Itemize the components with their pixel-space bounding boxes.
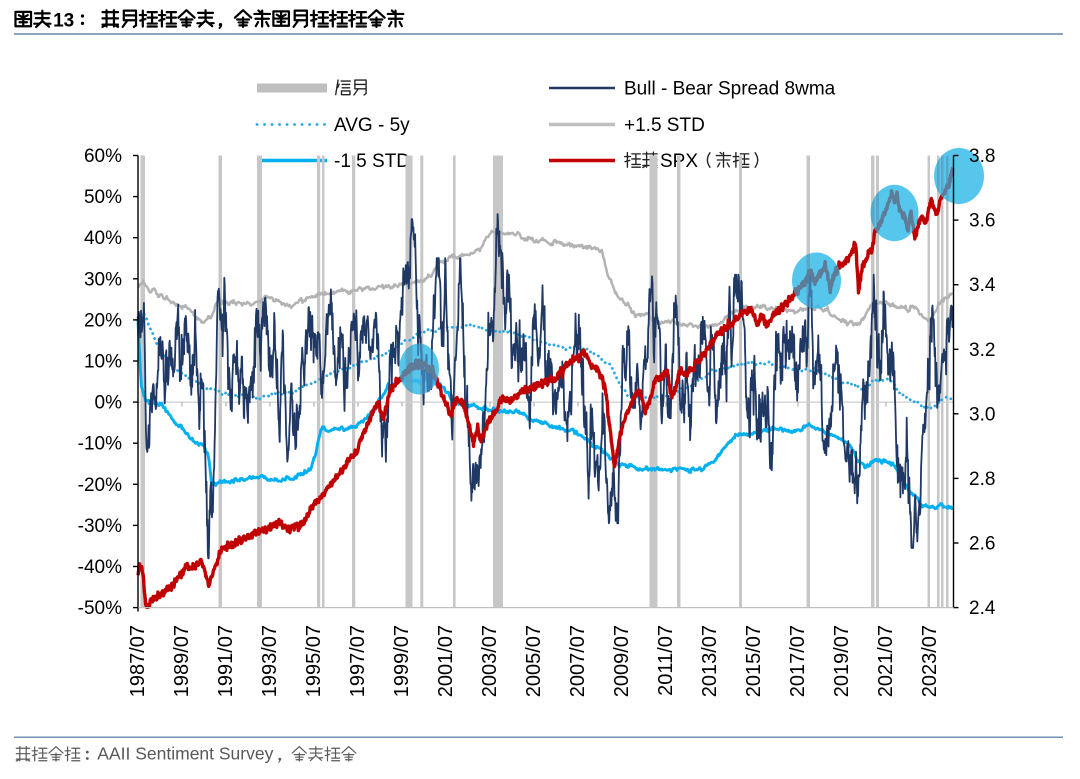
svg-text:2005/07: 2005/07 — [523, 625, 545, 697]
svg-text:Bull - Bear Spread 8wma: Bull - Bear Spread 8wma — [624, 79, 836, 100]
svg-text:1999/07: 1999/07 — [391, 625, 413, 697]
svg-text:1993/07: 1993/07 — [259, 625, 281, 697]
svg-text:2015/07: 2015/07 — [743, 625, 765, 697]
svg-text:2017/07: 2017/07 — [787, 625, 809, 697]
svg-text:+1.5 STD: +1.5 STD — [624, 115, 705, 136]
svg-text:1997/07: 1997/07 — [347, 625, 369, 697]
svg-text:3.0: 3.0 — [969, 404, 995, 425]
svg-text:2.8: 2.8 — [969, 469, 995, 490]
svg-text:-20%: -20% — [78, 475, 122, 496]
svg-text:2021/07: 2021/07 — [875, 625, 897, 697]
svg-text:3.6: 3.6 — [969, 211, 995, 232]
svg-text:2013/07: 2013/07 — [699, 625, 721, 697]
svg-text:3.2: 3.2 — [969, 340, 995, 361]
svg-text:AVG - 5y: AVG - 5y — [334, 115, 410, 136]
svg-text:40%: 40% — [84, 228, 122, 249]
svg-text:-10%: -10% — [78, 434, 122, 455]
svg-text:3.4: 3.4 — [969, 275, 996, 296]
svg-text:60%: 60% — [84, 146, 122, 167]
svg-text:AAII Sentiment Survey: AAII Sentiment Survey — [97, 744, 273, 764]
svg-text:-50%: -50% — [78, 598, 122, 619]
svg-text:-40%: -40% — [78, 557, 122, 578]
svg-text:50%: 50% — [84, 187, 122, 208]
svg-text:2.6: 2.6 — [969, 534, 995, 555]
svg-text:-30%: -30% — [78, 516, 122, 537]
svg-text:1991/07: 1991/07 — [215, 625, 237, 697]
svg-text:30%: 30% — [84, 269, 122, 290]
svg-text:20%: 20% — [84, 310, 122, 331]
svg-text:2019/07: 2019/07 — [831, 625, 853, 697]
svg-text:1995/07: 1995/07 — [303, 625, 325, 697]
svg-text:1989/07: 1989/07 — [171, 625, 193, 697]
svg-text:3.8: 3.8 — [969, 146, 995, 167]
svg-text:2011/07: 2011/07 — [655, 625, 677, 696]
svg-text:2009/07: 2009/07 — [611, 625, 633, 697]
svg-text:2023/07: 2023/07 — [919, 625, 941, 697]
svg-text:1987/07: 1987/07 — [127, 625, 149, 697]
svg-text:2.4: 2.4 — [969, 598, 996, 619]
svg-text:2001/07: 2001/07 — [435, 625, 457, 697]
svg-text:13: 13 — [53, 11, 74, 32]
svg-text:10%: 10% — [84, 352, 122, 373]
svg-text:2003/07: 2003/07 — [479, 625, 501, 697]
svg-text:0%: 0% — [95, 393, 123, 414]
svg-text:2007/07: 2007/07 — [567, 625, 589, 697]
svg-text:-1.5 STD: -1.5 STD — [334, 151, 410, 172]
